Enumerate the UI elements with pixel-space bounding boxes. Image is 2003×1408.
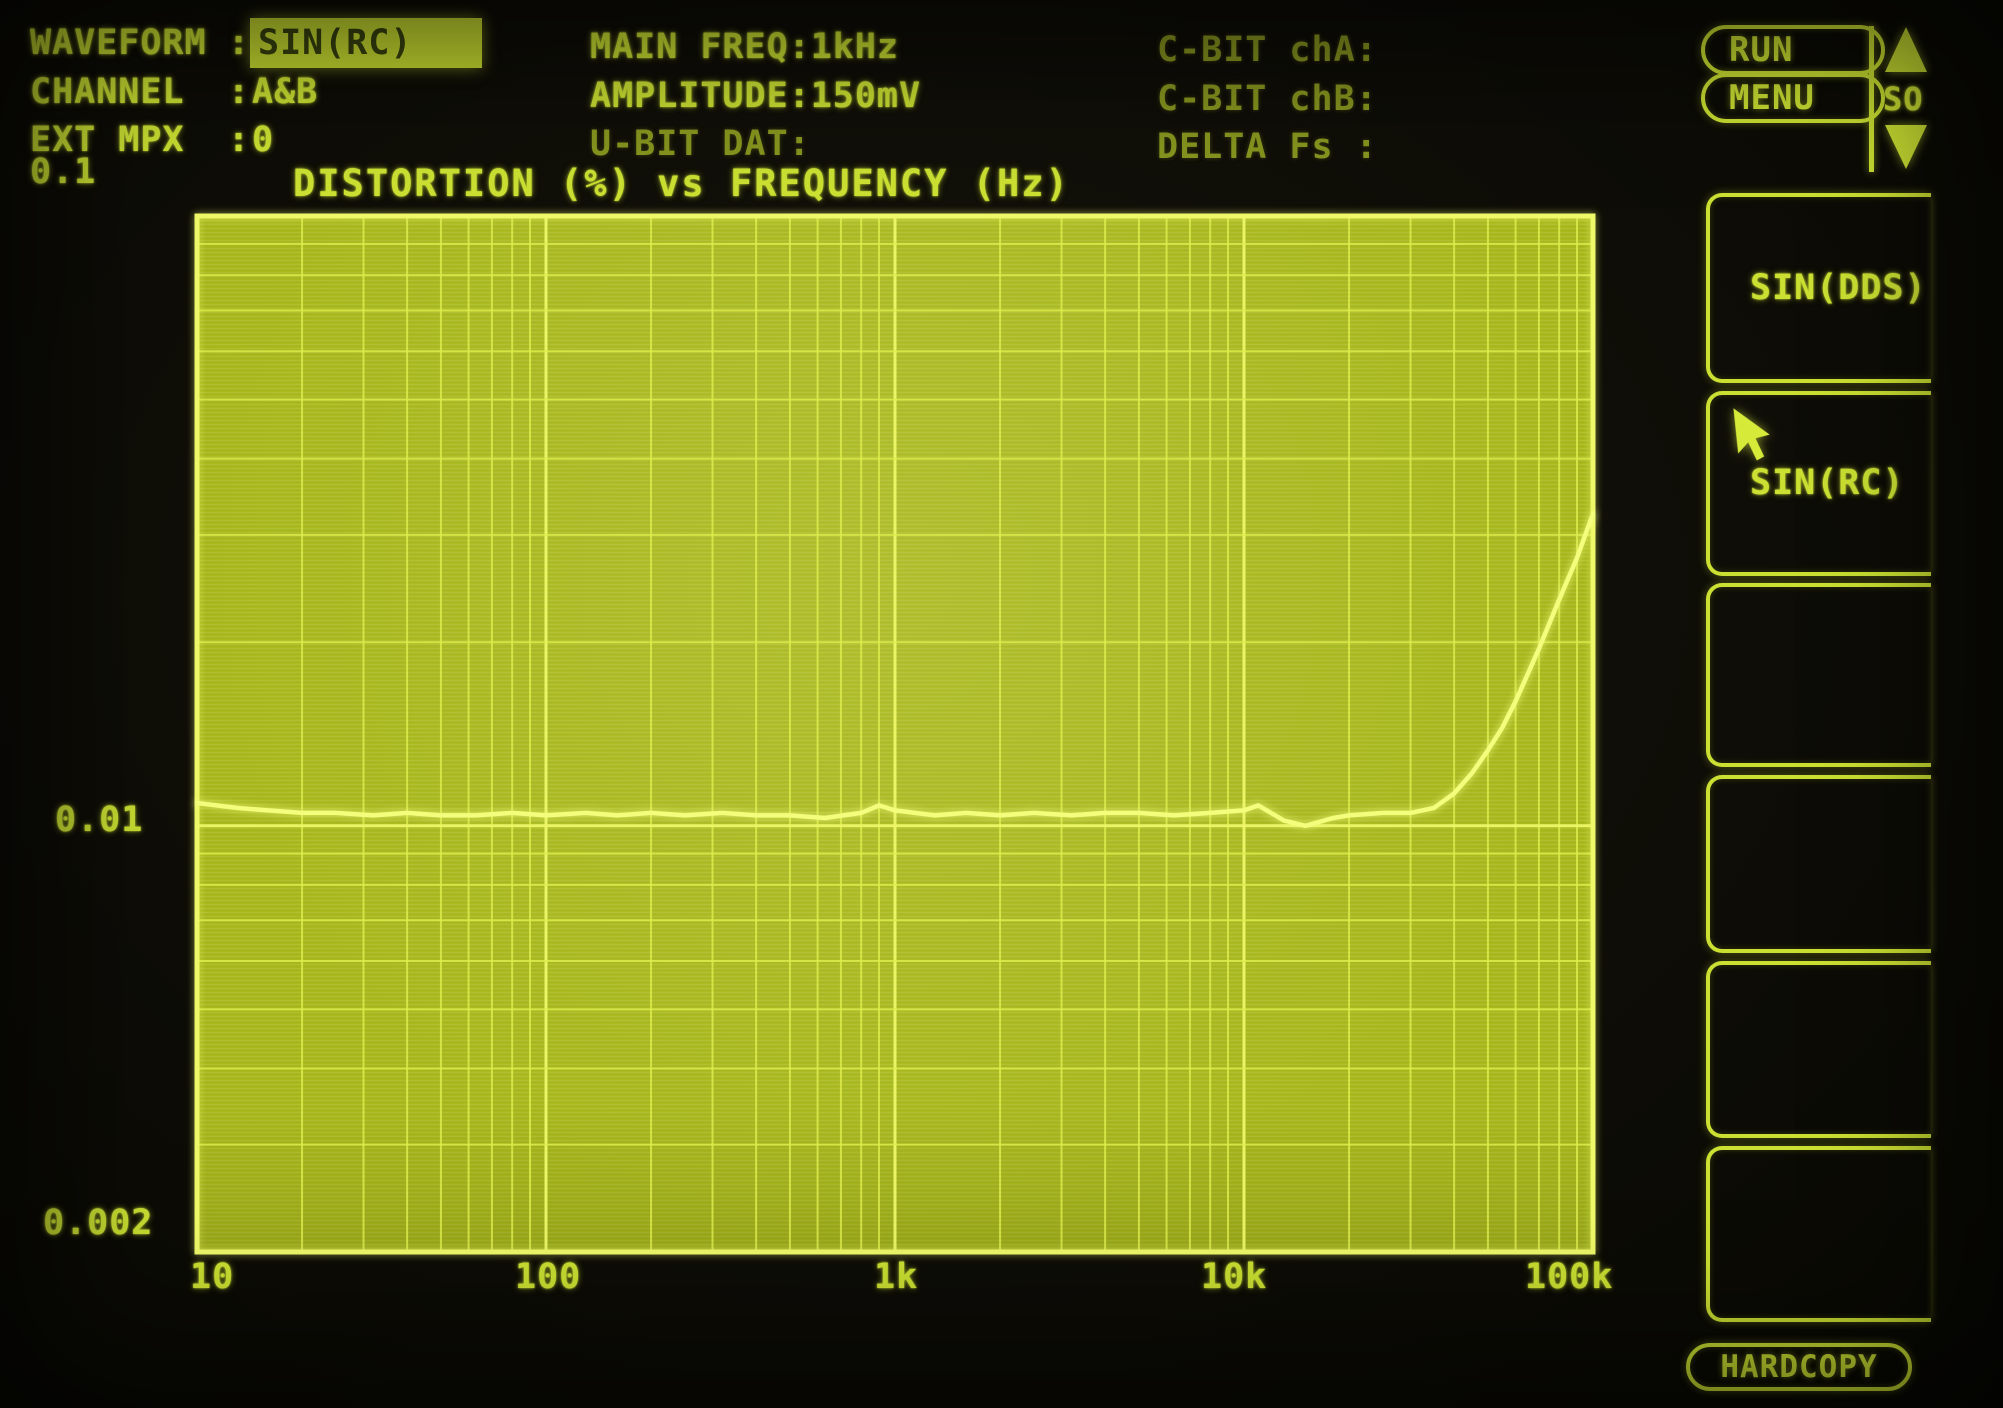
c-bit-cha-field: C-BIT chA: [1157, 30, 1378, 70]
channel-separator: : [228, 72, 251, 112]
softkey-empty-4[interactable] [1706, 1146, 1931, 1322]
hardcopy-button-label: HARDCOPY [1720, 1349, 1878, 1385]
run-button[interactable]: RUN [1701, 25, 1885, 75]
scroll-down-icon[interactable] [1885, 125, 1927, 169]
ext-mpx-separator: : [228, 120, 251, 160]
chart-title: DISTORTION (%) vs FREQUENCY (Hz) [293, 162, 1070, 205]
y-tick-label: 0.1 [30, 152, 97, 192]
x-tick-label: 100k [1525, 1257, 1614, 1297]
plot-area [197, 216, 1593, 1252]
scroll-divider [1869, 26, 1874, 172]
ext-mpx-label: EXT MPX [30, 120, 185, 160]
y-tick-label: 0.01 [55, 800, 144, 840]
channel-label: CHANNEL [30, 72, 185, 112]
x-tick-label: 1k [874, 1257, 919, 1297]
softkey-label: SIN(RC) [1750, 463, 1905, 503]
c-bit-chb-field: C-BIT chB: [1157, 79, 1378, 119]
waveform-separator: : [228, 23, 251, 63]
waveform-value-field[interactable]: SIN(RC) [250, 18, 482, 68]
waveform-value: SIN(RC) [258, 23, 413, 63]
main-freq-field: MAIN FREQ:1kHz [590, 27, 900, 67]
softkey-sin-dds[interactable]: SIN(DDS) [1706, 193, 1931, 383]
hardcopy-button[interactable]: HARDCOPY [1686, 1343, 1912, 1391]
y-tick-label: 0.002 [43, 1203, 154, 1243]
waveform-label: WAVEFORM [30, 23, 207, 63]
delta-fs-field: DELTA Fs : [1157, 127, 1378, 167]
softkey-empty-2[interactable] [1706, 775, 1931, 953]
scroll-indicator-label: SO [1883, 80, 1924, 118]
softkey-sin-rc[interactable]: SIN(RC) [1706, 391, 1931, 576]
mouse-cursor-icon [1733, 408, 1770, 461]
x-tick-label: 10k [1201, 1257, 1268, 1297]
x-tick-label: 10 [190, 1257, 235, 1297]
softkey-empty-3[interactable] [1706, 961, 1931, 1138]
run-button-label: RUN [1729, 30, 1794, 70]
menu-button-label: MENU [1729, 78, 1815, 118]
ext-mpx-value[interactable]: 0 [252, 120, 275, 160]
x-tick-label: 100 [515, 1257, 582, 1297]
channel-value[interactable]: A&B [252, 72, 319, 112]
amplitude-field: AMPLITUDE:150mV [590, 76, 922, 116]
menu-button[interactable]: MENU [1701, 73, 1885, 123]
u-bit-dat-field: U-BIT DAT: [590, 124, 811, 164]
scroll-up-icon[interactable] [1885, 27, 1927, 72]
softkey-label: SIN(DDS) [1750, 267, 1927, 308]
softkey-empty-1[interactable] [1706, 583, 1931, 767]
